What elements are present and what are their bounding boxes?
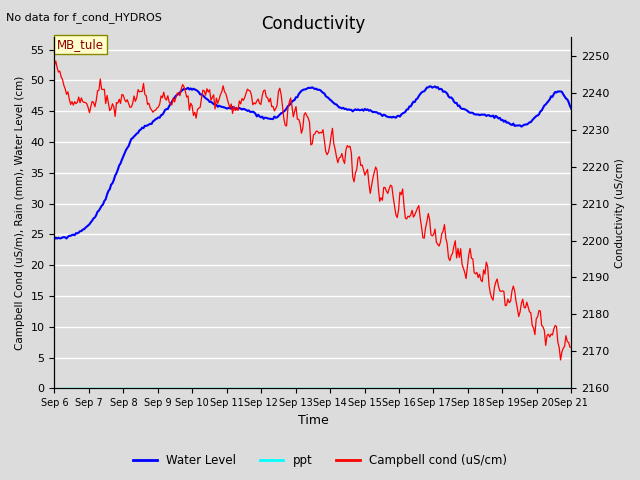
X-axis label: Time: Time bbox=[298, 414, 328, 427]
Legend: Water Level, ppt, Campbell cond (uS/cm): Water Level, ppt, Campbell cond (uS/cm) bbox=[128, 449, 512, 472]
Y-axis label: Campbell Cond (uS/m), Rain (mm), Water Level (cm): Campbell Cond (uS/m), Rain (mm), Water L… bbox=[15, 76, 25, 350]
Y-axis label: Conductivity (uS/cm): Conductivity (uS/cm) bbox=[615, 158, 625, 268]
Text: No data for f_cond_HYDROS: No data for f_cond_HYDROS bbox=[6, 12, 163, 23]
Text: MB_tule: MB_tule bbox=[57, 38, 104, 51]
Title: Conductivity: Conductivity bbox=[260, 15, 365, 33]
